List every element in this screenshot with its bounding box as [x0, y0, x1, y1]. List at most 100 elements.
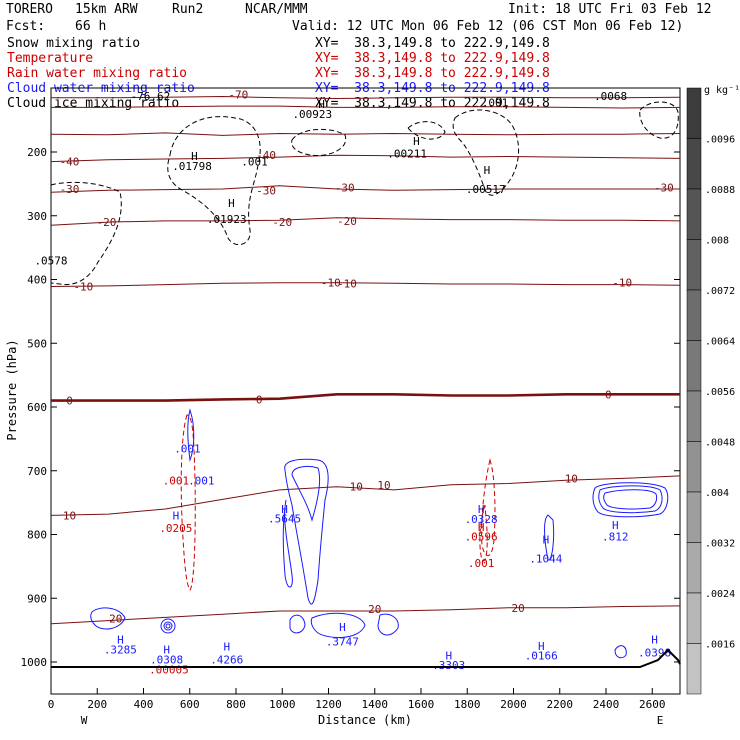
- isotherm-line: [50, 282, 681, 287]
- extremum-value-label: .0328: [465, 513, 498, 526]
- high-marker: H: [484, 164, 491, 177]
- field-rain-xy: XY= 38.3,149.8 to 222.9,149.8: [315, 66, 550, 81]
- isotherm-line: [51, 105, 681, 109]
- isotherm-line: [50, 475, 681, 516]
- x-tick-label: 2200: [547, 698, 574, 711]
- temperature-label: -10: [321, 277, 341, 290]
- forecast-hours: 66 h: [75, 19, 107, 34]
- colorbar-segment: [686, 390, 702, 442]
- x-tick-label: 1400: [362, 698, 389, 711]
- temperature-label: -30: [256, 184, 276, 197]
- y-tick-label: 500: [27, 337, 47, 350]
- temperature-label: 20: [368, 603, 381, 616]
- temperature-label: -20: [97, 216, 117, 229]
- cloud-water-contour: [377, 613, 399, 636]
- isotherm-line: [50, 605, 681, 625]
- temperature-label: -10: [337, 277, 357, 290]
- extremum-value-label: .3285: [104, 643, 137, 656]
- temperature-label: -10: [73, 281, 93, 294]
- high-marker: H: [191, 150, 198, 163]
- extremum-value-label: .01798: [172, 160, 212, 173]
- x-tick-label: 600: [180, 698, 200, 711]
- field-rain-name: Rain water mixing ratio: [7, 66, 188, 81]
- cloud-water-contour: [284, 458, 329, 605]
- high-marker: H: [478, 521, 485, 534]
- colorbar-segment: [686, 491, 702, 543]
- x-tick-label: 200: [87, 698, 107, 711]
- colorbar-segment: [686, 441, 702, 493]
- valid-time: Valid: 12 UTC Mon 06 Feb 12 (06 CST Mon …: [292, 19, 684, 34]
- high-marker: H: [117, 634, 124, 647]
- colorbar-label: .008: [705, 236, 729, 247]
- cloud-water-ring: [160, 618, 176, 634]
- temperature-label: 10: [350, 481, 363, 494]
- temperature-label: 10: [377, 479, 390, 492]
- extremum-value-label: .00211: [387, 147, 427, 160]
- colorbar-segment: [686, 87, 702, 139]
- isotherm-line: [50, 185, 680, 193]
- colorbar-label: .0032: [705, 539, 735, 550]
- temperature-label: 20: [512, 602, 525, 615]
- extremum-value-label: .4266: [210, 653, 243, 666]
- high-marker: H: [163, 643, 170, 656]
- cloud-water-contour: [614, 645, 627, 659]
- center-label: NCAR/MMM: [245, 2, 308, 17]
- cloud-ice-contours: [50, 101, 679, 286]
- high-marker: H: [543, 534, 550, 547]
- cloud-ice-contour: [452, 109, 519, 196]
- cloud-water-contour: [544, 514, 555, 561]
- y-tick-label: 300: [27, 210, 47, 223]
- cloud-water-contour: [592, 482, 669, 518]
- colorbar-unit: g kg⁻¹: [704, 85, 740, 96]
- cloud-water-contour: [282, 499, 293, 588]
- rain-contour: [481, 458, 496, 557]
- colorbar-label: .0096: [705, 135, 735, 146]
- colorbar-label: .0072: [705, 286, 735, 297]
- cloud-water-contours: [90, 408, 669, 659]
- run-label: Run2: [172, 2, 204, 17]
- colorbar-segment: [686, 138, 702, 190]
- isotherm-line: [50, 132, 681, 136]
- y-tick-label: 200: [27, 146, 47, 159]
- plot-area: -70-40 -40-30 -30 -30 -30-20 -20 -20-10 -10-10-…: [21, 87, 681, 711]
- colorbar-label: .0088: [705, 185, 735, 196]
- cloud-water-contour: [187, 408, 195, 462]
- high-marker: H: [223, 641, 230, 654]
- extremum-value-label: .3303: [432, 659, 465, 672]
- temperature-label: -40: [60, 156, 80, 169]
- colorbar-segment: [686, 289, 702, 341]
- colorbar-segment: [686, 239, 702, 291]
- high-marker: H: [538, 640, 545, 653]
- isotherm-layer: [50, 95, 681, 625]
- extremum-value-label: .1044: [529, 553, 562, 566]
- cloud-water-contour: [310, 612, 366, 638]
- field-snow-xy: XY= 38.3,149.8 to 222.9,149.8: [315, 36, 550, 51]
- x-tick-label: 2000: [500, 698, 527, 711]
- temperature-label: -70: [228, 89, 248, 102]
- extremum-value-label: .0308: [150, 653, 183, 666]
- extremum-value-label: .812: [602, 530, 629, 543]
- extremum-value-label: .001: [241, 156, 268, 169]
- colorbar-label: .0048: [705, 438, 735, 449]
- high-marker: H: [228, 197, 235, 210]
- colorbar-label: .0016: [705, 640, 735, 651]
- high-marker: H: [173, 509, 180, 522]
- cloud-water-ring: [163, 621, 173, 631]
- temperature-label: -30: [60, 183, 80, 196]
- label-layer: -70-40 -40-30 -30 -30 -30-20 -20 -20-10 -10-10-…: [34, 89, 673, 677]
- x-tick-label: 2600: [639, 698, 666, 711]
- colorbar-segment: [686, 542, 702, 594]
- cloud-ice-contour: [50, 181, 122, 286]
- extremum-value-label: .0166: [525, 650, 558, 663]
- field-temperature-name: Temperature: [7, 51, 94, 66]
- field-snow-name: Snow mixing ratio: [7, 36, 141, 51]
- field-temperature-xy: XY= 38.3,149.8 to 222.9,149.8: [315, 51, 550, 66]
- extremum-value-label: .0578: [34, 254, 67, 267]
- x-tick-label: 1800: [454, 698, 481, 711]
- y-tick-label: 900: [27, 592, 47, 605]
- x-tick-label: 800: [226, 698, 246, 711]
- x-tick-label: 400: [134, 698, 154, 711]
- temperature-label: -30: [335, 182, 355, 195]
- extremum-value-label: .00517: [466, 183, 506, 196]
